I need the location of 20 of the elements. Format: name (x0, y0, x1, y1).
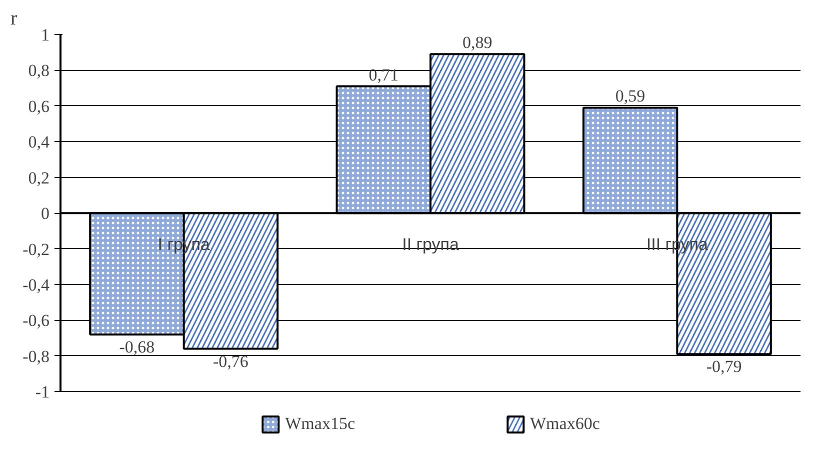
legend-label: Wmax15c (285, 414, 355, 434)
legend-label: Wmax60c (530, 414, 600, 434)
y-tick-label: 1 (41, 26, 50, 44)
y-tick-label: -0,8 (22, 346, 50, 366)
y-tick-label: -0,6 (22, 311, 50, 330)
y-tick-label: -0,2 (22, 240, 50, 259)
data-label: 0,59 (615, 86, 646, 106)
y-tick-label: 0,6 (28, 96, 50, 116)
y-axis-title: r (10, 8, 18, 30)
data-label: -0,76 (212, 352, 248, 371)
data-label: 0,89 (462, 33, 492, 52)
y-tick-label: 0,2 (28, 168, 50, 188)
y-tick-label: 0 (41, 204, 50, 224)
data-label: -0,68 (119, 338, 155, 356)
data-label: 0,71 (368, 65, 399, 84)
y-tick-label: 0,4 (28, 132, 50, 152)
y-tick-label: -0,4 (22, 276, 50, 294)
y-tick-label: 0,8 (28, 61, 50, 80)
y-tick-label: -1 (35, 382, 50, 402)
data-label: -0,79 (706, 357, 742, 376)
